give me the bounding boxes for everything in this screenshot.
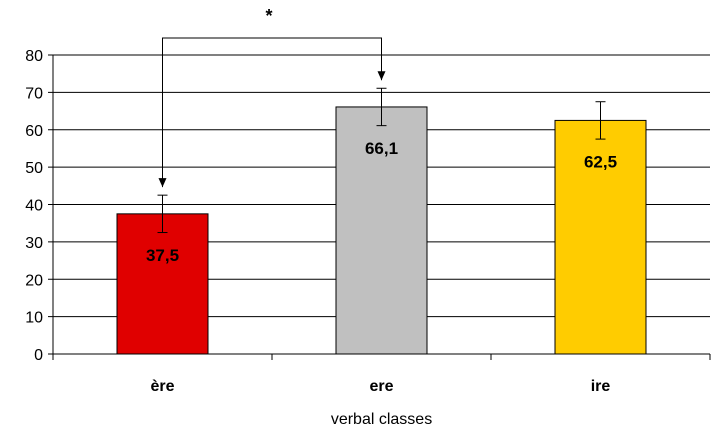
x-axis-categories: ère ere ire [150, 378, 610, 395]
y-tick-label: 30 [25, 235, 43, 252]
arrowhead [158, 178, 167, 188]
significance-marker: * [265, 6, 272, 26]
data-label: 66,1 [365, 139, 398, 158]
bars [116, 106, 647, 355]
category-label: ère [150, 378, 174, 395]
data-label: 37,5 [146, 246, 179, 265]
bar [116, 213, 209, 355]
arrowhead [377, 71, 386, 81]
axes [52, 55, 711, 360]
y-tick-label: 70 [25, 85, 43, 102]
x-axis-label: verbal classes [331, 411, 432, 428]
category-label: ere [369, 378, 393, 395]
y-tick-label: 20 [25, 272, 43, 289]
y-tick-label: 60 [25, 123, 43, 140]
y-tick-label: 10 [25, 310, 43, 327]
bar [335, 106, 428, 355]
significance-bracket [162, 37, 382, 188]
y-tick-label: 80 [25, 48, 43, 65]
y-tick-label: 50 [25, 160, 43, 177]
data-labels: 37,5 66,1 62,5 [146, 139, 617, 265]
category-label: ire [591, 378, 611, 395]
data-label: 62,5 [584, 152, 617, 171]
error-bars [157, 87, 606, 234]
bar [554, 119, 647, 355]
y-tick-label: 40 [25, 198, 43, 215]
y-axis-ticks: 0 10 20 30 40 50 60 70 80 [25, 48, 53, 364]
y-tick-label: 0 [34, 347, 43, 364]
significance-annotation: * [158, 6, 386, 188]
